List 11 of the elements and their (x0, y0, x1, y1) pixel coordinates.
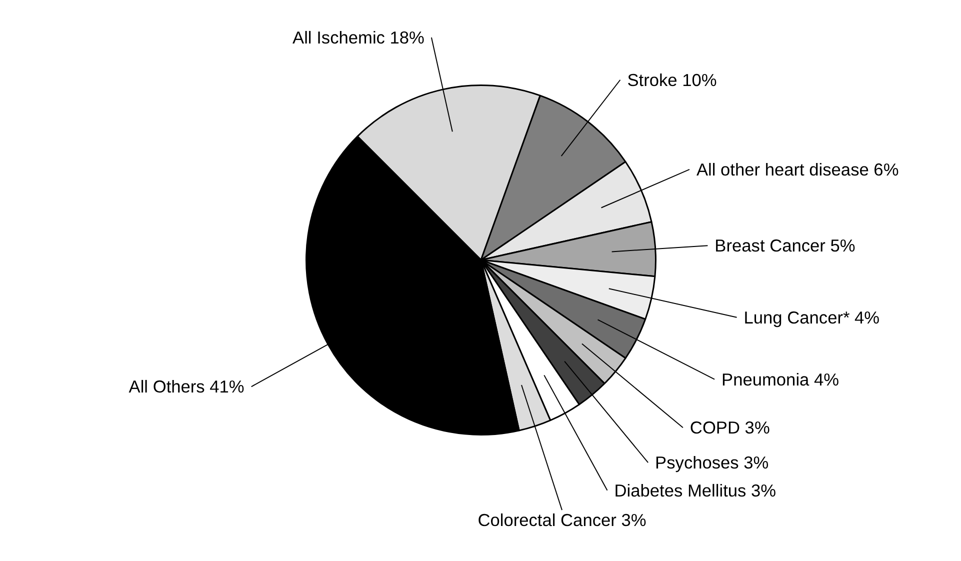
slice-label: COPD 3% (690, 418, 770, 438)
slice-label: Colorectal Cancer 3% (478, 510, 646, 530)
slice-label: Breast Cancer 5% (714, 236, 856, 256)
slice-label: Lung Cancer* 4% (744, 307, 880, 328)
slice-label: Stroke 10% (627, 70, 717, 90)
slice-label: All other heart disease 6% (696, 159, 899, 180)
slice-label: All Others 41% (128, 376, 244, 397)
slice-label: Pneumonia 4% (722, 369, 840, 390)
slice-label: All Ischemic 18% (292, 28, 424, 48)
slice-label: Psychoses 3% (655, 452, 769, 473)
slice-label: Diabetes Mellitus 3% (614, 480, 776, 500)
